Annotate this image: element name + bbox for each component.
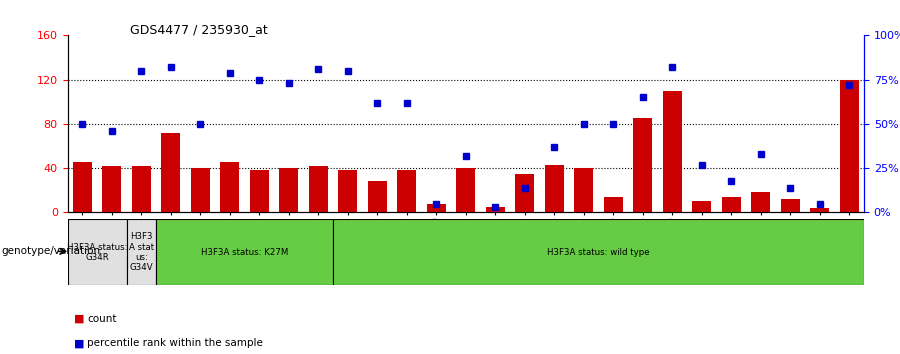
Bar — [634, 118, 652, 212]
Text: H3F3
A stat
us:
G34V: H3F3 A stat us: G34V — [129, 232, 154, 272]
Bar — [662, 91, 682, 212]
Bar — [810, 208, 829, 212]
Bar — [544, 165, 563, 212]
Text: H3F3A status: K27M: H3F3A status: K27M — [201, 248, 288, 257]
Bar — [397, 170, 417, 212]
Bar — [220, 161, 239, 212]
Bar — [338, 170, 357, 212]
Bar — [156, 219, 333, 285]
Bar — [73, 161, 92, 212]
Bar — [127, 219, 156, 285]
Bar — [840, 80, 859, 212]
Text: percentile rank within the sample: percentile rank within the sample — [87, 338, 263, 348]
Bar — [752, 193, 770, 212]
Bar — [780, 199, 800, 212]
Bar — [604, 197, 623, 212]
Bar — [427, 204, 446, 212]
Bar — [68, 219, 127, 285]
Bar — [309, 166, 328, 212]
Text: GDS4477 / 235930_at: GDS4477 / 235930_at — [130, 23, 268, 36]
Bar — [333, 219, 864, 285]
Text: ■: ■ — [74, 314, 85, 324]
Bar — [191, 168, 210, 212]
Bar — [515, 174, 535, 212]
Text: genotype/variation: genotype/variation — [1, 246, 100, 256]
Bar — [574, 168, 593, 212]
Bar — [103, 166, 122, 212]
Text: ■: ■ — [74, 338, 85, 348]
Bar — [161, 133, 180, 212]
Bar — [279, 168, 298, 212]
Text: count: count — [87, 314, 117, 324]
Bar — [722, 197, 741, 212]
Bar — [131, 166, 151, 212]
Bar — [368, 181, 387, 212]
Bar — [486, 207, 505, 212]
Bar — [249, 170, 269, 212]
Text: H3F3A status:
G34R: H3F3A status: G34R — [67, 242, 127, 262]
Text: H3F3A status: wild type: H3F3A status: wild type — [547, 248, 650, 257]
Bar — [692, 201, 711, 212]
Bar — [456, 168, 475, 212]
